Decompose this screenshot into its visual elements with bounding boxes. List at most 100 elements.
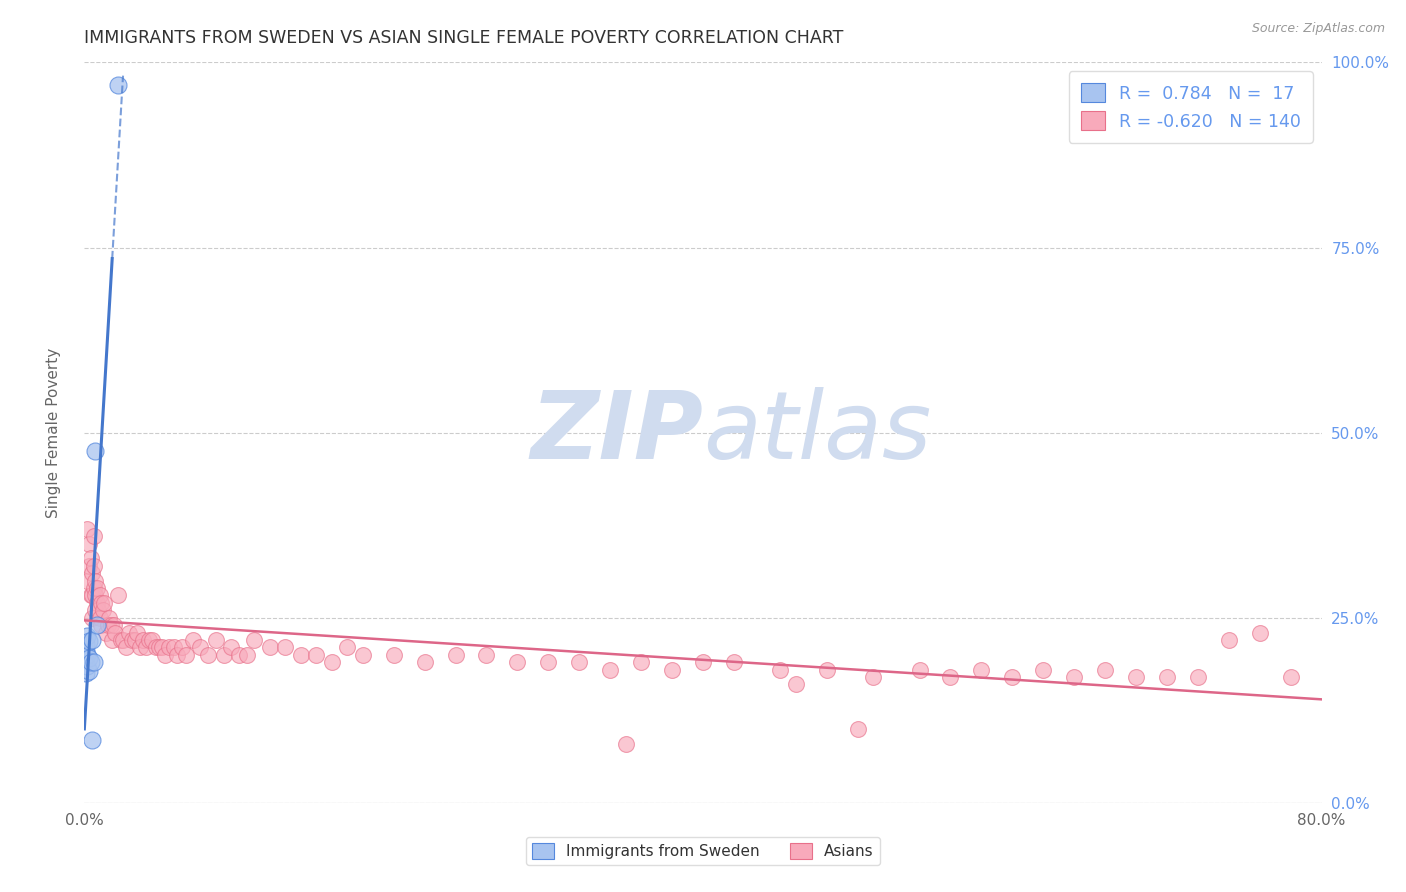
Point [205,632,228,647]
Point [166,648,188,662]
Point [96,618,118,632]
Text: Source: ZipAtlas.com: Source: ZipAtlas.com [1251,22,1385,36]
Point [336,640,359,655]
Point [104,625,127,640]
Point [129,640,152,655]
Point [1156,670,1178,684]
Point [87,603,110,617]
Point [785,677,807,691]
Point [93,596,115,610]
Point [76,574,98,588]
Point [145,640,167,655]
Point [110,632,132,647]
Point [815,663,838,677]
Point [723,655,745,669]
Point [352,648,374,662]
Point [103,618,125,632]
Y-axis label: Single Female Poverty: Single Female Poverty [46,348,60,517]
Point [970,663,993,677]
Point [413,655,436,669]
Point [153,648,176,662]
Point [692,655,714,669]
Point [98,610,121,624]
Point [475,648,498,662]
Point [382,648,405,662]
Point [91,603,114,617]
Point [444,648,467,662]
Point [77,664,100,678]
Point [862,670,884,684]
Point [274,640,297,655]
Point [908,663,931,677]
Point [76,658,98,673]
Point [82,610,104,624]
Point [212,648,235,662]
Point [661,663,683,677]
Point [1094,663,1116,677]
Point [75,644,97,658]
Point [79,551,101,566]
Point [188,640,211,655]
Point [121,632,143,647]
Point [141,632,163,647]
Point [1249,625,1271,640]
Point [77,536,100,550]
Point [76,648,98,662]
Point [107,589,129,603]
Point [82,566,104,581]
Point [150,640,173,655]
Point [235,648,259,662]
Point [506,655,529,669]
Point [135,640,157,655]
Point [76,629,98,643]
Point [568,655,591,669]
Point [86,618,108,632]
Point [1218,632,1240,647]
Legend: Immigrants from Sweden, Asians: Immigrants from Sweden, Asians [526,837,880,865]
Point [1001,670,1024,684]
Point [630,655,652,669]
Point [89,589,111,603]
Point [305,648,328,662]
Point [939,670,962,684]
Point [1125,670,1147,684]
Point [86,596,108,610]
Point [83,558,105,573]
Point [89,610,111,624]
Point [148,640,170,655]
Point [101,632,124,647]
Point [83,529,105,543]
Point [77,634,100,648]
Point [132,632,155,647]
Point [1032,663,1054,677]
Point [84,444,107,458]
Point [599,663,621,677]
Point [769,663,792,677]
Point [84,574,107,588]
Point [100,618,122,632]
Point [75,637,97,651]
Point [163,640,186,655]
Point [86,581,108,595]
Point [290,648,312,662]
Point [79,655,101,669]
Point [228,648,250,662]
Point [82,632,104,647]
Point [79,589,101,603]
Point [118,625,141,640]
Point [115,640,138,655]
Point [90,596,112,610]
Point [83,655,105,669]
Point [138,632,160,647]
Point [243,632,266,647]
Point [82,589,104,603]
Point [94,625,117,640]
Text: IMMIGRANTS FROM SWEDEN VS ASIAN SINGLE FEMALE POVERTY CORRELATION CHART: IMMIGRANTS FROM SWEDEN VS ASIAN SINGLE F… [84,29,844,47]
Point [176,648,198,662]
Point [77,558,100,573]
Point [125,625,148,640]
Point [90,618,112,632]
Point [83,581,105,595]
Point [1063,670,1085,684]
Point [170,640,193,655]
